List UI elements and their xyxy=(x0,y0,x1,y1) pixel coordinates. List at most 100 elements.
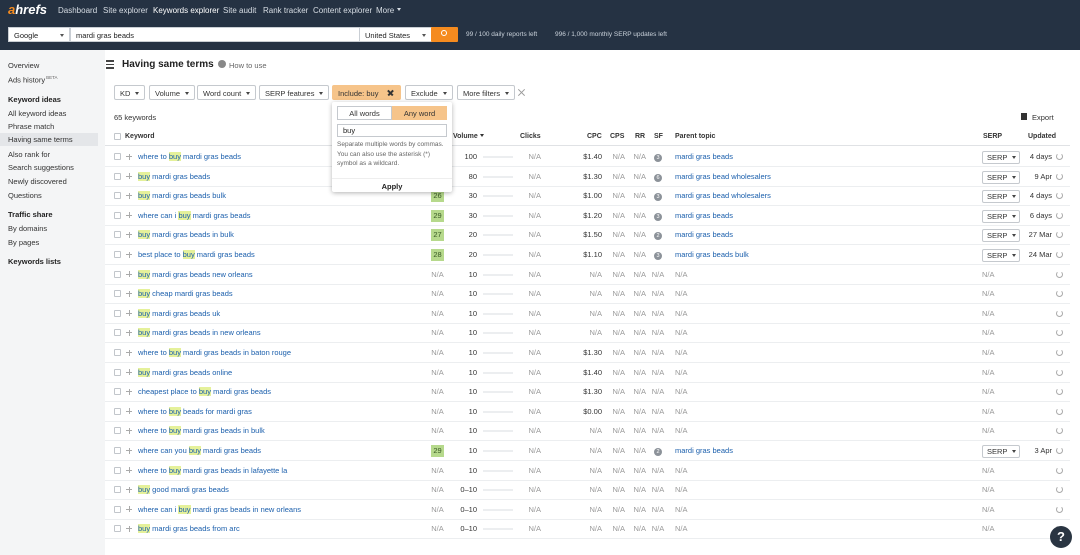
nav-item[interactable]: Rank tracker xyxy=(263,6,309,15)
country-select[interactable]: United States xyxy=(359,27,432,42)
serp-button[interactable]: SERP xyxy=(982,249,1021,262)
sidebar-link[interactable]: Questions xyxy=(8,190,42,200)
column-header[interactable]: SERP xyxy=(983,133,1003,140)
row-checkbox[interactable] xyxy=(114,427,121,435)
nav-item[interactable]: Site audit xyxy=(223,6,257,15)
add-to-list[interactable] xyxy=(126,173,132,180)
refresh-icon[interactable] xyxy=(1056,329,1063,337)
sidebar-link[interactable]: Phrase match xyxy=(8,122,55,132)
help-button[interactable]: ? xyxy=(1050,526,1072,548)
keyword-link[interactable]: buy mardi gras beads in new orleans xyxy=(138,328,261,338)
refresh-icon[interactable] xyxy=(1056,368,1063,376)
row-checkbox[interactable] xyxy=(114,172,121,180)
nav-item[interactable]: Content explorer xyxy=(313,6,373,15)
keyword-link[interactable]: where to buy beads for mardi gras xyxy=(138,406,252,416)
mode-toggle[interactable]: All words xyxy=(337,106,392,120)
add-to-list[interactable] xyxy=(126,212,132,219)
serp-button[interactable]: SERP xyxy=(982,190,1021,204)
keyword-link[interactable]: where to buy mardi gras beads in lafayet… xyxy=(138,465,288,475)
apply-button[interactable]: Apply xyxy=(332,178,452,191)
parent-topic-link[interactable]: mardi gras beads xyxy=(675,210,733,220)
refresh-icon[interactable] xyxy=(1056,505,1063,513)
keyword-link[interactable]: buy mardi gras beads online xyxy=(138,367,233,377)
parent-topic-link[interactable]: mardi gras beads xyxy=(675,230,733,240)
parent-topic-link[interactable]: mardi gras beads xyxy=(675,152,733,161)
row-checkbox[interactable] xyxy=(114,231,121,239)
add-to-list[interactable] xyxy=(126,447,132,454)
search-query[interactable]: mardi gras beads xyxy=(70,27,360,42)
logo[interactable]: ahrefs xyxy=(8,2,48,17)
nav-item[interactable]: Site explorer xyxy=(103,6,148,15)
nav-item[interactable]: More xyxy=(376,6,401,15)
keyword-link[interactable]: buy cheap mardi gras beads xyxy=(138,289,233,299)
column-header[interactable]: Parent topic xyxy=(675,133,716,140)
refresh-icon[interactable] xyxy=(1056,211,1063,219)
row-checkbox[interactable] xyxy=(114,329,121,337)
add-to-list[interactable] xyxy=(126,467,132,474)
row-checkbox[interactable] xyxy=(114,505,121,513)
row-checkbox[interactable] xyxy=(114,153,121,160)
row-checkbox[interactable] xyxy=(114,270,121,278)
add-to-list[interactable] xyxy=(126,506,132,513)
keyword-link[interactable]: buy mardi gras beads uk xyxy=(138,308,221,318)
column-header[interactable]: CPC xyxy=(587,133,602,140)
refresh-icon[interactable] xyxy=(1056,231,1063,239)
search-button[interactable] xyxy=(431,27,458,42)
parent-topic-link[interactable]: mardi gras bead wholesalers xyxy=(675,171,771,181)
column-header[interactable]: SF xyxy=(654,133,663,140)
refresh-icon[interactable] xyxy=(1056,407,1063,415)
parent-topic-link[interactable]: mardi gras bead wholesalers xyxy=(675,191,771,201)
column-header[interactable]: RR xyxy=(635,133,646,140)
row-checkbox[interactable] xyxy=(114,192,121,200)
refresh-icon[interactable] xyxy=(1056,172,1063,180)
refresh-icon[interactable] xyxy=(1056,388,1063,396)
add-to-list[interactable] xyxy=(126,290,132,297)
nav-item[interactable]: Dashboard xyxy=(58,6,98,15)
sidebar-link[interactable]: By domains xyxy=(8,223,48,233)
keyword-link[interactable]: where to buy mardi gras beads in baton r… xyxy=(138,348,292,357)
include-input[interactable]: buy xyxy=(337,124,447,137)
row-checkbox[interactable] xyxy=(114,447,121,454)
parent-topic-link[interactable]: mardi gras beads bulk xyxy=(675,250,749,259)
add-to-list[interactable] xyxy=(126,251,132,258)
filter-button[interactable]: Exclude xyxy=(405,85,453,100)
add-to-list[interactable] xyxy=(126,408,132,415)
keyword-link[interactable]: where can i buy mardi gras beads in new … xyxy=(138,504,302,514)
keyword-link[interactable]: buy mardi gras beads new orleans xyxy=(138,269,253,279)
serp-button[interactable]: SERP xyxy=(982,151,1021,164)
row-checkbox[interactable] xyxy=(114,251,121,258)
refresh-icon[interactable] xyxy=(1056,486,1063,494)
refresh-icon[interactable] xyxy=(1056,309,1063,317)
keyword-link[interactable]: buy good mardi gras beads xyxy=(138,485,229,495)
row-checkbox[interactable] xyxy=(114,368,121,376)
add-to-list[interactable] xyxy=(126,486,132,493)
how-to-use[interactable]: How to use xyxy=(229,61,267,70)
row-checkbox[interactable] xyxy=(114,309,121,317)
keyword-link[interactable]: buy mardi gras beads xyxy=(138,171,211,181)
sidebar-link[interactable]: Search suggestions xyxy=(8,163,74,173)
row-checkbox[interactable] xyxy=(114,466,121,474)
keyword-link[interactable]: buy mardi gras beads in bulk xyxy=(138,230,234,240)
filter-button[interactable]: Word count xyxy=(197,85,257,100)
refresh-icon[interactable] xyxy=(1056,447,1063,454)
sidebar-link[interactable]: All keyword ideas xyxy=(8,108,67,118)
serp-button[interactable]: SERP xyxy=(982,170,1021,184)
add-to-list[interactable] xyxy=(126,153,132,160)
row-checkbox[interactable] xyxy=(114,407,121,415)
add-to-list[interactable] xyxy=(126,271,132,278)
sidebar-link[interactable]: Having same terms xyxy=(0,132,98,146)
refresh-icon[interactable] xyxy=(1056,427,1063,435)
row-checkbox[interactable] xyxy=(114,486,121,494)
sidebar-link[interactable]: Also rank for xyxy=(8,149,51,159)
filter-button[interactable]: Volume xyxy=(149,85,196,100)
refresh-icon[interactable] xyxy=(1056,270,1063,278)
refresh-icon[interactable] xyxy=(1056,349,1063,356)
refresh-icon[interactable] xyxy=(1056,251,1063,258)
refresh-icon[interactable] xyxy=(1056,466,1063,474)
keyword-link[interactable]: buy mardi gras beads bulk xyxy=(138,191,226,201)
filter-button[interactable]: More filters xyxy=(457,85,516,100)
clear-all-filters[interactable] xyxy=(517,88,526,97)
keyword-link[interactable]: where can you buy mardi gras beads xyxy=(138,446,261,455)
add-to-list[interactable] xyxy=(126,329,132,336)
add-to-list[interactable] xyxy=(126,427,132,434)
